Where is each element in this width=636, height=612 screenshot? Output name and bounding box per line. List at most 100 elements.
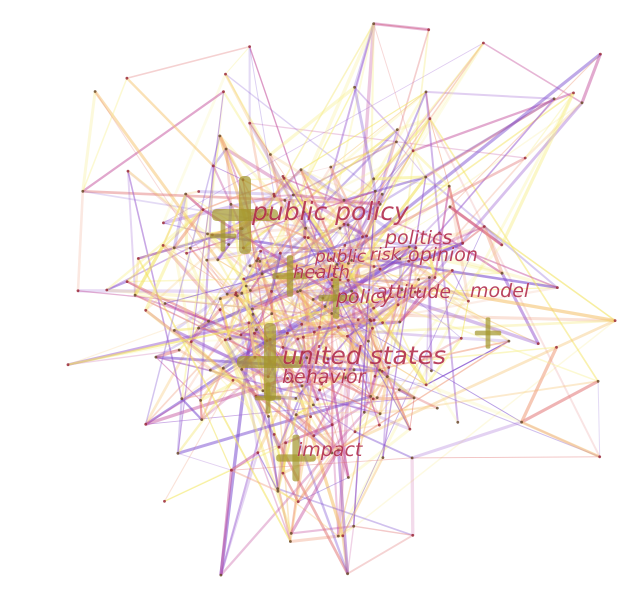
- network-node: [302, 210, 306, 214]
- network-node: [369, 395, 373, 398]
- network-edge: [93, 90, 220, 261]
- network-edge: [189, 247, 228, 295]
- network-edge: [329, 166, 350, 226]
- network-edge: [127, 272, 503, 283]
- network-node: [289, 540, 292, 543]
- network-node: [197, 326, 201, 330]
- node-label-health: health: [293, 262, 350, 283]
- network-edge: [296, 290, 316, 333]
- network-edge: [308, 331, 316, 372]
- network-edge: [346, 320, 372, 338]
- network-edge: [82, 90, 225, 193]
- network-edge: [399, 246, 410, 260]
- network-edge: [382, 176, 427, 458]
- network-edge: [347, 534, 414, 575]
- network-node: [361, 235, 364, 239]
- network-edge: [373, 23, 429, 31]
- network-node: [356, 318, 360, 322]
- network-edge: [500, 92, 575, 246]
- network-edge: [270, 117, 431, 293]
- network-edge: [219, 470, 233, 576]
- network-edge: [278, 416, 311, 448]
- network-edge: [234, 292, 260, 453]
- network-edge: [369, 288, 403, 322]
- network-node: [248, 289, 252, 292]
- network-edge: [231, 457, 413, 471]
- node-label-policy: policy: [335, 286, 393, 308]
- network-node: [372, 265, 376, 268]
- network-edge: [356, 296, 374, 329]
- network-edge: [224, 333, 242, 342]
- network-node: [427, 28, 431, 32]
- network-edge: [338, 340, 510, 451]
- network-edge: [369, 244, 503, 398]
- network-node: [133, 293, 137, 297]
- node-label-impact: impact: [297, 439, 364, 461]
- network-edge: [419, 290, 469, 303]
- network-node: [413, 290, 417, 294]
- network-node: [277, 445, 281, 449]
- network-node: [231, 378, 235, 382]
- network-edge: [295, 376, 310, 415]
- network-edge: [298, 360, 319, 401]
- network-edge: [283, 166, 331, 179]
- network-node: [161, 244, 165, 247]
- network-node: [286, 331, 289, 335]
- network-node: [304, 226, 307, 230]
- network-node: [407, 245, 411, 249]
- network-node: [398, 320, 402, 324]
- network-edge: [145, 178, 375, 425]
- network-edge: [314, 331, 348, 337]
- network-edge: [242, 128, 398, 249]
- network-node: [284, 441, 287, 445]
- network-edge: [412, 149, 451, 188]
- network-edge: [460, 300, 469, 339]
- network-edge: [207, 320, 270, 418]
- network-edge: [277, 487, 414, 537]
- network-edge: [330, 258, 335, 275]
- network-edge: [398, 276, 437, 323]
- network-edge: [283, 177, 358, 298]
- network-edge: [419, 359, 433, 372]
- network-edge: [127, 170, 273, 293]
- network-node: [536, 342, 540, 345]
- network-edge: [281, 175, 376, 268]
- network-node: [247, 321, 251, 325]
- network-node: [223, 338, 227, 342]
- network-node: [330, 451, 334, 455]
- network-edge: [290, 534, 339, 544]
- network-edge: [144, 341, 193, 425]
- network-node: [397, 388, 401, 392]
- network-node: [296, 337, 300, 341]
- network-edge: [283, 177, 558, 289]
- network-edge: [172, 208, 205, 249]
- network-node: [338, 278, 342, 282]
- network-node: [300, 322, 304, 326]
- network-edge: [429, 241, 464, 259]
- network-edge: [284, 200, 307, 229]
- network-edge: [312, 285, 334, 301]
- network-node: [239, 333, 243, 337]
- network-node: [372, 306, 376, 310]
- node-label-opinion: opinion: [408, 244, 478, 266]
- network-edge: [483, 225, 616, 322]
- network-edge: [262, 390, 333, 454]
- network-edge: [321, 383, 349, 478]
- network-edge: [274, 195, 286, 202]
- network-node: [371, 397, 375, 401]
- network-edge: [398, 388, 438, 410]
- network-edge: [299, 289, 333, 315]
- network-edge: [197, 320, 210, 330]
- network-edge: [173, 233, 213, 250]
- network-node: [251, 312, 255, 316]
- hub-marker: [276, 434, 316, 482]
- network-edge: [300, 385, 315, 406]
- network-edge: [399, 289, 403, 323]
- network-edge: [224, 339, 257, 397]
- network-node: [311, 298, 315, 301]
- network-node: [300, 384, 304, 388]
- network-node: [380, 369, 384, 373]
- network-edge: [300, 324, 312, 417]
- network-edge: [367, 319, 371, 342]
- network-edge: [249, 273, 264, 292]
